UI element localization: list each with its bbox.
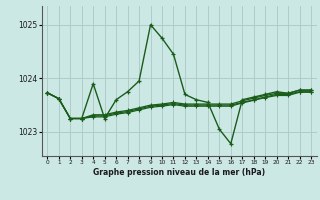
X-axis label: Graphe pression niveau de la mer (hPa): Graphe pression niveau de la mer (hPa) — [93, 168, 265, 177]
